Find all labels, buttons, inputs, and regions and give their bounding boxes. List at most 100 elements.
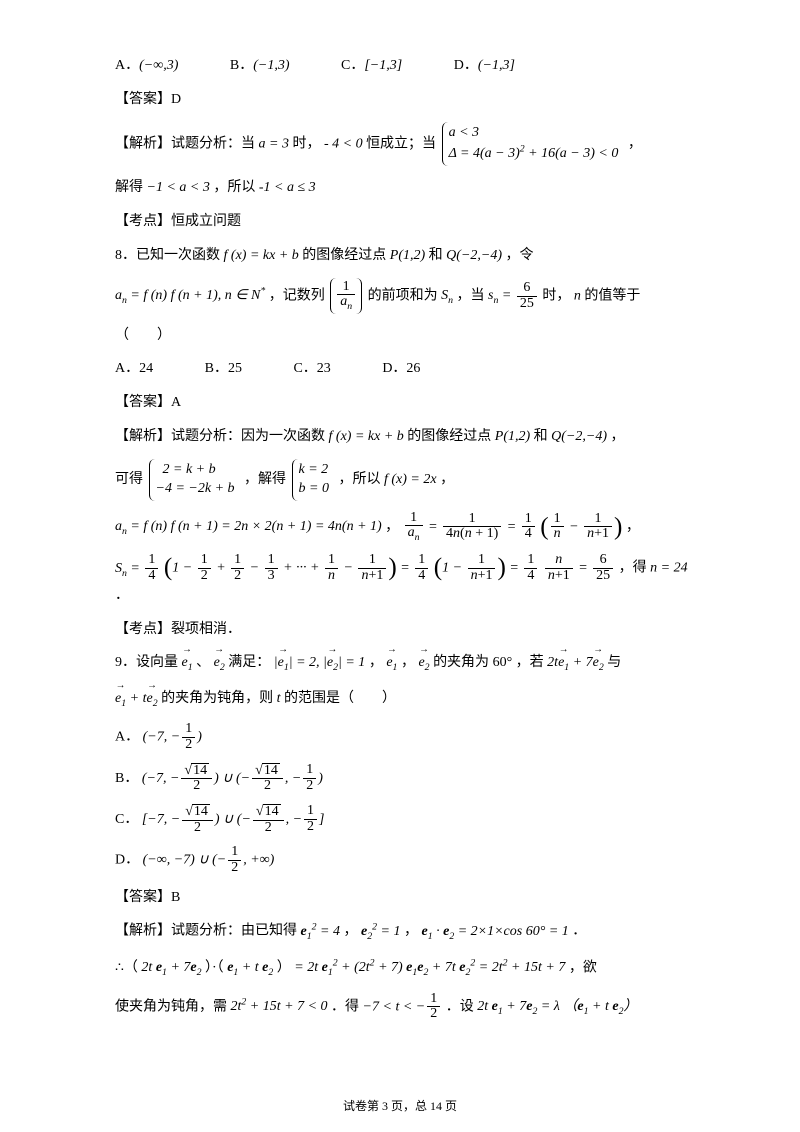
q8-stem-l1: 8．已知一次函数 f (x) = kx + b 的图像经过点 P(1,2) 和 … — [115, 244, 690, 268]
text: 8．已知一次函数 — [115, 248, 220, 263]
text: ， — [626, 519, 640, 534]
text: ，若 — [516, 655, 544, 670]
q8-stem-l2: an = f (n) f (n + 1), n ∈ N* ，记数列 1an 的前… — [115, 278, 690, 315]
text: 【解析】试题分析：当 — [115, 136, 255, 151]
vec-e1: e1 — [182, 651, 193, 676]
math: (−7, − — [142, 770, 180, 785]
text: 时， — [542, 288, 570, 303]
math: 2t e1 + 7e2 — [141, 960, 201, 975]
q7-answer: 【答案】D — [115, 88, 690, 112]
text: 的图像经过点 — [407, 429, 491, 444]
label: D． — [115, 853, 139, 868]
text: 满足： — [228, 655, 270, 670]
q9-optB: B． (−7, −√142) ∪ (−√142, −12) — [115, 763, 690, 794]
vec-e2b: e2 — [418, 651, 429, 676]
math: e12 = 4 — [301, 924, 340, 939]
cases: k = 2 b = 0 — [292, 459, 333, 501]
q8-paren: （ ） — [115, 324, 690, 348]
q8-ana-l3: an = f (n) f (n + 1) = 2n × 2(n + 1) = 4… — [115, 511, 690, 544]
q8-optD: D．26 — [382, 358, 420, 379]
math: an = f (n) f (n + 1) = 2n × 2(n + 1) = 4… — [115, 519, 382, 534]
q8-optA: A．24 — [115, 358, 153, 379]
math: Q(−2,−4) — [551, 429, 607, 444]
text: 和 — [534, 429, 548, 444]
math: −7 < t < − — [363, 999, 426, 1014]
vec-e1b: e1 — [386, 651, 397, 676]
math: sn = — [488, 288, 515, 303]
text: ，所以 — [338, 472, 380, 487]
q7-kaodian: 【考点】恒成立问题 — [115, 210, 690, 234]
math: f (x) = kx + b — [329, 429, 404, 444]
math: - 4 < 0 — [324, 136, 363, 151]
text: ，得 — [619, 561, 647, 576]
label: C． — [115, 812, 138, 827]
q8-answer: 【答案】A — [115, 391, 690, 415]
q8-ana-l1: 【解析】试题分析：因为一次函数 f (x) = kx + b 的图像经过点 P(… — [115, 425, 690, 449]
text: 使夹角为钝角，需 — [115, 999, 227, 1014]
text: 【解析】试题分析：由已知得 — [115, 924, 297, 939]
math: e22 = 1 — [361, 924, 400, 939]
text: 时， — [292, 136, 324, 151]
math: 2t e1 + 7e2 = λ （e1 + t e2） — [477, 999, 637, 1014]
text: 的夹角为 — [433, 655, 489, 670]
text: 的图像经过点 — [302, 248, 386, 263]
math: |e1| = 2, — [274, 655, 320, 670]
label: B． — [115, 770, 138, 785]
text: 解得 — [115, 180, 143, 195]
math: P(1,2) — [495, 429, 530, 444]
math: n = 24 — [650, 561, 687, 576]
text: ，记数列 — [269, 288, 325, 303]
math: P(1,2) — [390, 248, 425, 263]
text: 9．设向量 — [115, 655, 178, 670]
page-footer: 试卷第 3 页，总 14 页 — [0, 1097, 800, 1114]
text: ，解得 — [244, 472, 286, 487]
text: ）·（ — [205, 960, 224, 975]
math: an = f (n) f (n + 1), n ∈ N* — [115, 288, 265, 303]
text: 的夹角为钝角，则 — [161, 691, 273, 706]
q9-optD: D． (−∞, −7) ∪ (−12, +∞) — [115, 845, 690, 875]
text: ，所以 — [213, 180, 255, 195]
text: ， — [369, 655, 383, 670]
text: ，令 — [506, 248, 534, 263]
text: ，当 — [457, 288, 485, 303]
math: t — [277, 691, 281, 706]
text: ） — [277, 960, 291, 975]
q7-optD-val: (−1,3] — [478, 58, 515, 73]
text: ， — [440, 472, 454, 487]
cases: 2 = k + b −4 = −2k + b — [149, 459, 239, 501]
text: 可得 — [115, 472, 143, 487]
math: = 2t e12 + (2t2 + 7) e1e2 + 7t e22 = 2t2… — [294, 960, 565, 975]
text: ∴（ — [115, 960, 138, 975]
math: 2t2 + 15t + 7 < 0 — [231, 999, 328, 1014]
math: f (x) = kx + b — [224, 248, 299, 263]
math: e1 + te2 — [115, 691, 158, 706]
q9-stem-l1: 9．设向量 e1 、 e2 满足： |e1| = 2, |e2| = 1 ， e… — [115, 651, 690, 676]
text: 的前项和为 — [368, 288, 438, 303]
math: a = 3 — [259, 136, 289, 151]
math: f (x) = 2x — [384, 472, 437, 487]
text: ． — [115, 588, 129, 603]
text: 与 — [607, 655, 621, 670]
q8-options: A．24 B．25 C．23 D．26 — [115, 358, 690, 379]
text: ， — [611, 429, 625, 444]
math: e1 + t e2 — [227, 960, 273, 975]
text: ，欲 — [569, 960, 597, 975]
text: 和 — [429, 248, 443, 263]
label: A． — [115, 730, 139, 745]
q7-optB-label: B． — [230, 58, 253, 73]
q9-stem-l2: e1 + te2 的夹角为钝角，则 t 的范围是（ ） — [115, 687, 690, 712]
text: ， — [343, 924, 357, 939]
q7-analysis-l1: 【解析】试题分析：当 a = 3 时， - 4 < 0 恒成立；当 a < 3 … — [115, 122, 690, 166]
math: e1 · e2 = 2×1×cos 60° = 1 — [421, 924, 568, 939]
math: (−∞, −7) ∪ (− — [143, 853, 227, 868]
math: |e2| = 1 — [323, 655, 365, 670]
text: 恒成立；当 — [366, 136, 436, 151]
q9-optA: A． (−7, −12) — [115, 722, 690, 752]
q7-options: A．(−∞,3) B．(−1,3) C．[−1,3] D．(−1,3] — [115, 55, 690, 76]
deg: 60° — [493, 655, 513, 670]
q7-optB-val: (−1,3) — [253, 58, 289, 73]
text: 的范围是（ ） — [284, 691, 396, 706]
q7-optA-label: A． — [115, 58, 139, 73]
math: (−7, − — [143, 730, 181, 745]
text: ．设 — [446, 999, 474, 1014]
